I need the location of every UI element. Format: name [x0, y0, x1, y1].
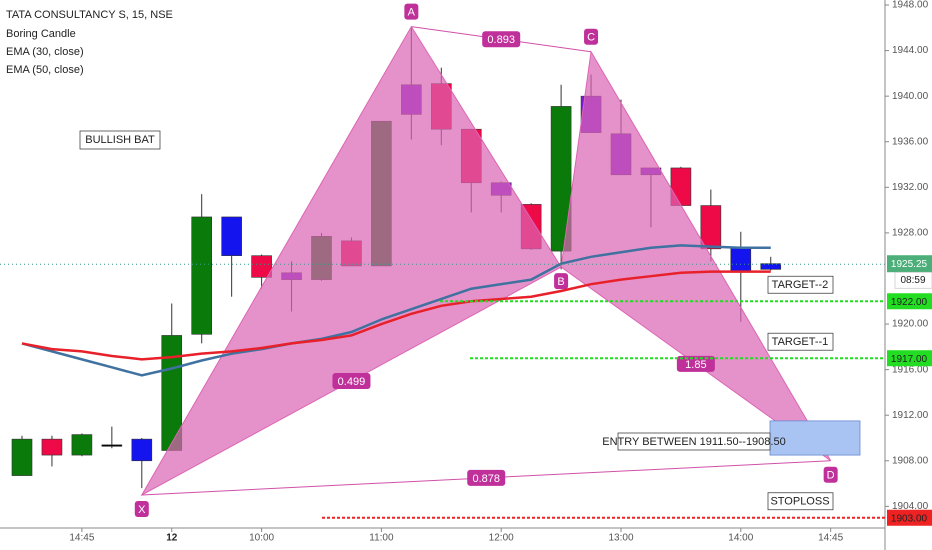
chart-title: TATA CONSULTANCY S, 15, NSE [6, 9, 173, 21]
ratio-box [467, 469, 506, 486]
level-name-box [767, 492, 834, 511]
candle-body [221, 216, 242, 256]
ratio-box [332, 373, 371, 390]
countdown-label: 08:59 [900, 275, 925, 286]
legend-entry: EMA (30, close) [6, 46, 84, 58]
level-price-box [887, 350, 932, 367]
y-tick-label: 1908.00 [892, 455, 929, 466]
candle-body [11, 438, 33, 476]
level-price-box [887, 509, 932, 526]
x-tick-label: 11:00 [369, 533, 394, 544]
entry-box [617, 432, 771, 451]
candle-body [700, 205, 722, 250]
level-name: STOPLOSS [770, 496, 829, 508]
point-label: D [827, 470, 835, 482]
y-tick-label: 1948.00 [892, 0, 929, 11]
point-label: X [138, 504, 146, 516]
level-name-box [767, 275, 834, 294]
x-tick-label: 13:00 [608, 533, 633, 544]
ema-line [21, 270, 771, 361]
x-tick-label: 14:45 [818, 533, 843, 544]
x-tick-label: 10:00 [249, 533, 274, 544]
level-price-box [887, 293, 932, 310]
pattern-name: BULLISH BAT [85, 134, 155, 146]
candle-body [101, 444, 123, 447]
ratio-label: 1.85 [685, 359, 706, 371]
x-tick-label: 12 [166, 533, 178, 544]
y-tick-label: 1932.00 [892, 182, 929, 193]
candle-body [550, 106, 572, 252]
x-tick-label: 14:45 [69, 533, 94, 544]
ratio-label: 0.893 [487, 34, 515, 46]
level-name: TARGET--2 [772, 279, 829, 291]
candle-body [131, 438, 153, 462]
level-price-label: 1917.00 [891, 354, 928, 365]
point-box [404, 3, 419, 20]
x-tick-label: 14:00 [728, 533, 753, 544]
candle-body [730, 247, 752, 272]
point-label: A [408, 7, 416, 19]
level-price-label: 1922.00 [891, 297, 928, 308]
candle-body [191, 216, 212, 335]
point-label: C [587, 32, 595, 44]
y-tick-label: 1920.00 [892, 319, 929, 330]
legend-entry: Boring Candle [6, 28, 76, 40]
y-tick-label: 1936.00 [892, 136, 929, 147]
pattern-name-box [79, 130, 161, 150]
last-price-box [887, 255, 932, 273]
ratio-label: 0.878 [472, 473, 500, 485]
candle-body [41, 438, 63, 456]
legend-entry: EMA (50, close) [6, 64, 84, 76]
ratio-label: 0.499 [338, 376, 366, 388]
last-price-label: 1925.25 [891, 259, 928, 270]
y-tick-label: 1944.00 [892, 45, 929, 56]
y-tick-label: 1916.00 [892, 364, 929, 375]
countdown-box [894, 271, 932, 289]
level-price-label: 1903.00 [891, 513, 928, 524]
ema-line [21, 244, 771, 377]
point-box [823, 466, 838, 483]
level-name-box [767, 332, 834, 351]
ratio-box [676, 355, 715, 372]
point-box [134, 500, 149, 517]
ratio-box [482, 31, 521, 48]
y-tick-label: 1912.00 [892, 410, 929, 421]
level-name: TARGET--1 [772, 336, 829, 348]
point-box [584, 28, 599, 45]
y-tick-label: 1904.00 [892, 501, 929, 512]
candle-body [251, 255, 272, 278]
x-tick-label: 12:00 [489, 533, 514, 544]
y-tick-label: 1928.00 [892, 228, 929, 239]
entry-label: ENTRY BETWEEN 1911.50--1908.50 [602, 436, 785, 448]
point-box [554, 273, 569, 290]
point-label: B [557, 276, 564, 288]
candle-body [71, 434, 93, 456]
y-tick-label: 1940.00 [892, 91, 929, 102]
candle-body [760, 263, 782, 270]
